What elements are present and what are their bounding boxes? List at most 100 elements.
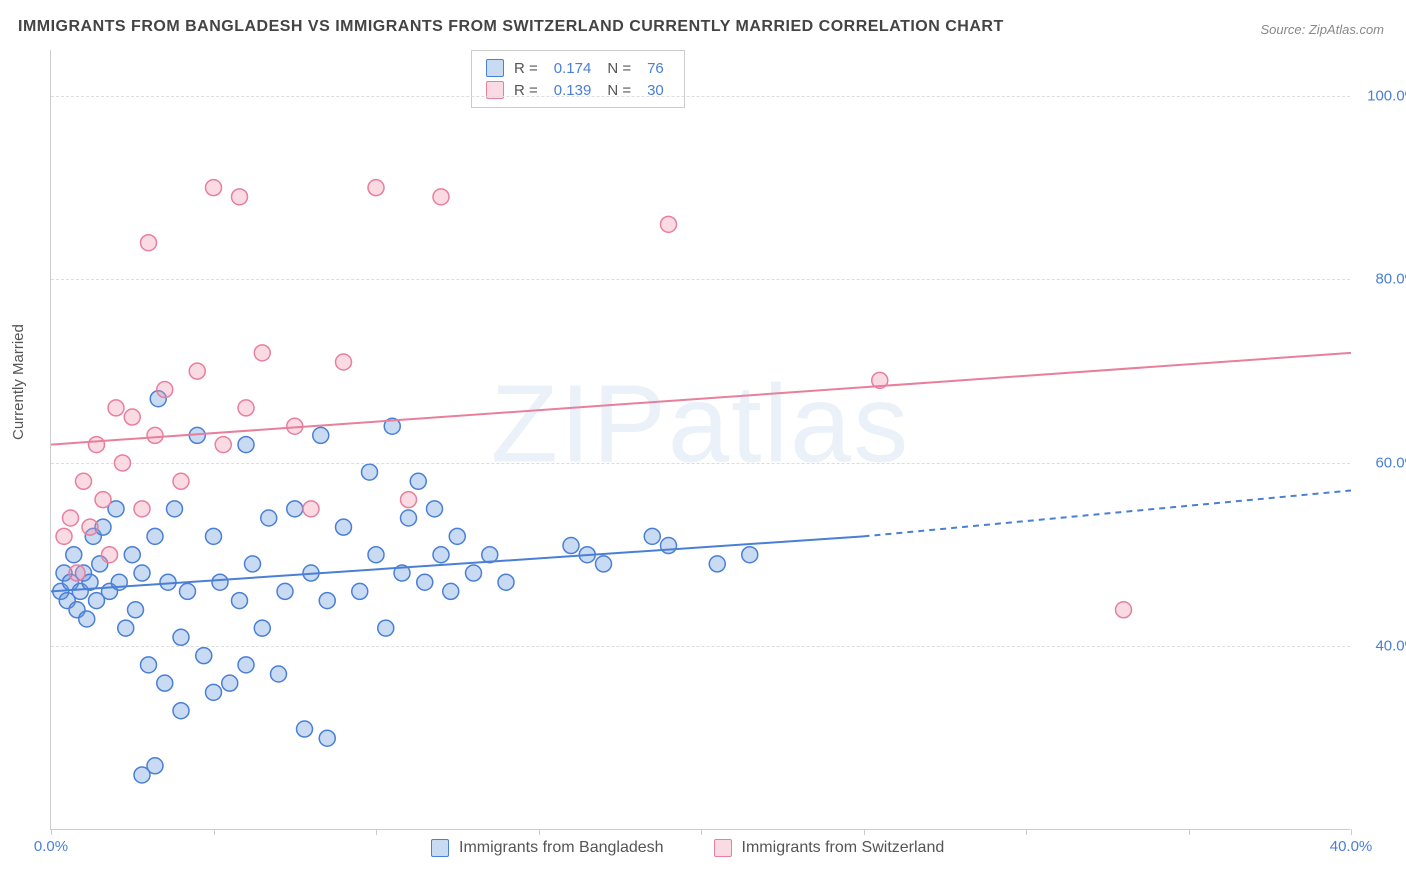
data-point	[212, 574, 228, 590]
data-point	[180, 583, 196, 599]
data-point	[147, 758, 163, 774]
data-point	[167, 501, 183, 517]
data-point	[596, 556, 612, 572]
data-point	[417, 574, 433, 590]
data-point	[189, 363, 205, 379]
y-tick-label: 40.0%	[1375, 638, 1406, 655]
data-point	[173, 703, 189, 719]
x-tick-label: 40.0%	[1330, 838, 1373, 855]
x-tick-mark	[1026, 829, 1027, 835]
data-point	[410, 473, 426, 489]
swatch-blue-icon	[431, 839, 449, 857]
data-point	[352, 583, 368, 599]
data-point	[82, 519, 98, 535]
data-point	[95, 492, 111, 508]
data-point	[742, 547, 758, 563]
data-point	[271, 666, 287, 682]
gridline	[51, 463, 1350, 464]
legend-item-pink: Immigrants from Switzerland	[714, 839, 945, 857]
data-point	[368, 180, 384, 196]
data-point	[173, 629, 189, 645]
series-name-pink: Immigrants from Switzerland	[742, 839, 945, 857]
data-point	[196, 648, 212, 664]
chart-title: IMMIGRANTS FROM BANGLADESH VS IMMIGRANTS…	[18, 18, 1004, 36]
x-tick-mark	[1351, 829, 1352, 835]
data-point	[644, 528, 660, 544]
data-point	[238, 657, 254, 673]
legend-series: Immigrants from Bangladesh Immigrants fr…	[431, 839, 944, 857]
data-point	[378, 620, 394, 636]
data-point	[362, 464, 378, 480]
series-name-blue: Immigrants from Bangladesh	[459, 839, 664, 857]
data-point	[69, 565, 85, 581]
data-point	[206, 684, 222, 700]
data-point	[232, 189, 248, 205]
x-tick-mark	[539, 829, 540, 835]
data-point	[433, 547, 449, 563]
data-point	[141, 657, 157, 673]
data-point	[287, 501, 303, 517]
data-point	[1116, 602, 1132, 618]
y-tick-label: 60.0%	[1375, 454, 1406, 471]
data-point	[336, 354, 352, 370]
x-tick-label: 0.0%	[34, 838, 68, 855]
data-point	[56, 528, 72, 544]
data-point	[401, 492, 417, 508]
data-point	[498, 574, 514, 590]
x-tick-mark	[376, 829, 377, 835]
data-point	[108, 400, 124, 416]
x-tick-mark	[701, 829, 702, 835]
scatter-svg	[51, 50, 1350, 829]
gridline	[51, 279, 1350, 280]
data-point	[134, 565, 150, 581]
data-point	[63, 510, 79, 526]
data-point	[147, 427, 163, 443]
data-point	[232, 593, 248, 609]
data-point	[661, 538, 677, 554]
data-point	[245, 556, 261, 572]
data-point	[102, 547, 118, 563]
x-tick-mark	[51, 829, 52, 835]
y-tick-label: 100.0%	[1367, 87, 1406, 104]
data-point	[277, 583, 293, 599]
data-point	[118, 620, 134, 636]
data-point	[563, 538, 579, 554]
data-point	[128, 602, 144, 618]
plot-area: ZIPatlas R = 0.174 N = 76 R = 0.139 N = …	[50, 50, 1350, 830]
y-tick-label: 80.0%	[1375, 271, 1406, 288]
data-point	[319, 730, 335, 746]
data-point	[124, 409, 140, 425]
data-point	[141, 235, 157, 251]
data-point	[254, 620, 270, 636]
data-point	[449, 528, 465, 544]
trend-line-extrapolated	[864, 490, 1352, 536]
x-tick-mark	[214, 829, 215, 835]
data-point	[157, 382, 173, 398]
data-point	[222, 675, 238, 691]
legend-item-blue: Immigrants from Bangladesh	[431, 839, 664, 857]
data-point	[336, 519, 352, 535]
data-point	[443, 583, 459, 599]
data-point	[261, 510, 277, 526]
gridline	[51, 96, 1350, 97]
data-point	[157, 675, 173, 691]
source-label: Source: ZipAtlas.com	[1260, 22, 1384, 37]
data-point	[466, 565, 482, 581]
data-point	[215, 437, 231, 453]
data-point	[134, 501, 150, 517]
data-point	[303, 501, 319, 517]
gridline	[51, 646, 1350, 647]
data-point	[76, 473, 92, 489]
data-point	[206, 180, 222, 196]
swatch-pink-icon	[714, 839, 732, 857]
data-point	[238, 400, 254, 416]
trend-line	[51, 353, 1351, 445]
data-point	[368, 547, 384, 563]
data-point	[206, 528, 222, 544]
data-point	[173, 473, 189, 489]
data-point	[297, 721, 313, 737]
data-point	[401, 510, 417, 526]
data-point	[66, 547, 82, 563]
data-point	[238, 437, 254, 453]
data-point	[661, 216, 677, 232]
